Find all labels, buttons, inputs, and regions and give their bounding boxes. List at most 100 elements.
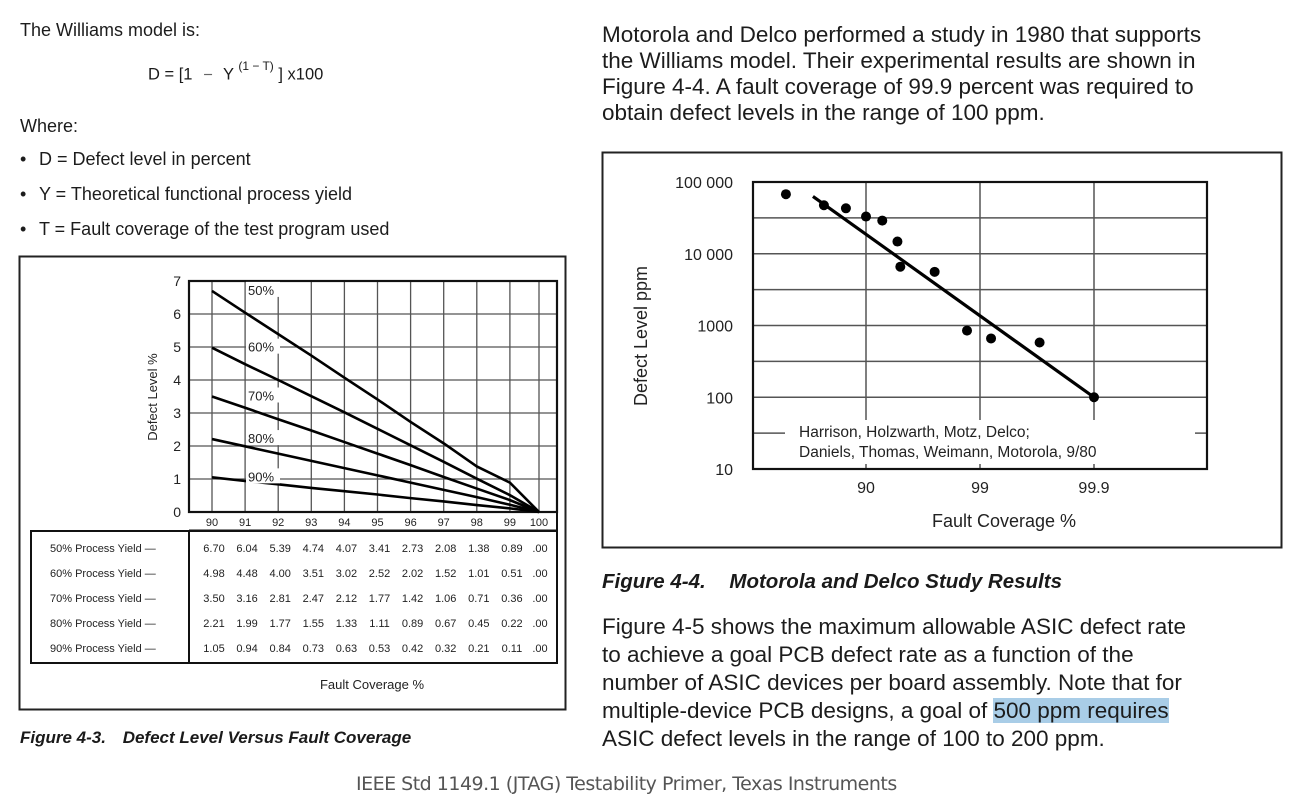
data-points <box>780 189 1099 403</box>
data-point <box>986 333 997 344</box>
series-label-background <box>246 281 280 297</box>
x-tick-label: 91 <box>239 517 251 529</box>
y-tick-label: 5 <box>173 339 181 355</box>
highlighted-selection[interactable]: 500 ppm requires <box>993 698 1169 723</box>
caption-number: Figure 4-4. <box>602 570 706 593</box>
y-tick-label: 100 <box>706 390 733 407</box>
source-footer: IEEE Std 1149.1 (JTAG) Testability Prime… <box>356 773 897 795</box>
table-cell: 4.00 <box>269 568 290 580</box>
table-cell: 3.51 <box>303 568 324 580</box>
figure-4-3-caption: Figure 4-3. Defect Level Versus Fault Co… <box>20 728 411 748</box>
series-label: 70% <box>248 389 274 404</box>
table-cell: 0.67 <box>435 618 456 630</box>
paragraph-text: multiple-device PCB designs, a goal of <box>602 698 994 723</box>
table-cell: 0.22 <box>501 618 522 630</box>
table-cell: 3.50 <box>203 593 224 605</box>
x-tick-labels: 90 91 92 93 94 95 96 97 98 99 100 <box>206 517 548 529</box>
table-cell: 0.21 <box>468 643 489 655</box>
definition-y: Y = Theoretical functional process yield <box>39 184 353 204</box>
y-tick-labels: 10 100 1000 10 000 100 000 <box>675 175 733 479</box>
x-axis-label: Fault Coverage % <box>320 677 424 692</box>
table-row-label: 50% Process Yield — <box>50 543 156 555</box>
series-line-80pct <box>211 437 540 514</box>
table-cell: 1.42 <box>402 593 423 605</box>
paragraph-line: the Williams model. Their experimental r… <box>602 48 1196 73</box>
table-cell: 0.36 <box>501 593 522 605</box>
plot-frame <box>751 180 1209 471</box>
x-tick-label: 94 <box>338 517 350 529</box>
data-point <box>929 266 940 277</box>
y-tick-label: 10 000 <box>684 247 733 264</box>
table-cell: 6.04 <box>236 543 257 555</box>
bullet-icon: • <box>20 149 27 169</box>
table-cell: .00 <box>532 568 547 580</box>
x-tick-label: 90 <box>206 517 218 529</box>
plot-frame <box>187 279 559 514</box>
series-label-background <box>246 338 280 354</box>
paragraph-line: ASIC defect levels in the range of 100 t… <box>602 726 1105 751</box>
y-tick-label: 7 <box>173 273 181 289</box>
table-cell: 0.89 <box>501 543 522 555</box>
table-cell: 3.41 <box>369 543 390 555</box>
study-paragraph: Motorola and Delco performed a study in … <box>602 22 1201 126</box>
table-cell: 0.63 <box>336 643 357 655</box>
paragraph-line: Motorola and Delco performed a study in … <box>602 22 1202 47</box>
x-tick-label: 98 <box>471 517 483 529</box>
table-cell: 0.11 <box>502 643 523 655</box>
williams-formula: D = [1 − Y (1 − T) ] x100 <box>148 59 324 85</box>
y-tick-label: 6 <box>173 306 181 322</box>
table-cell: 0.45 <box>468 618 489 630</box>
where-label: Where: <box>20 116 79 136</box>
table-cell: 1.77 <box>369 593 390 605</box>
y-tick-label: 3 <box>173 405 181 421</box>
y-tick-label: 4 <box>173 372 181 388</box>
data-point <box>780 189 791 200</box>
table-row-label: 80% Process Yield — <box>50 618 156 630</box>
intro-text: The Williams model is: <box>20 20 201 40</box>
series-label-background <box>246 387 280 403</box>
definition-t: T = Fault coverage of the test program u… <box>39 219 390 239</box>
formula-minus: − <box>203 65 213 84</box>
x-tick-label: 92 <box>272 517 284 529</box>
formula-exponent: (1 − T) <box>238 59 274 73</box>
table-cell: 1.99 <box>236 618 257 630</box>
figure-4-3-chart: 0 1 2 3 4 5 6 7 90 91 92 93 94 95 96 97 98 99 100 50% 60% 7… <box>18 255 567 711</box>
paragraph-line: obtain defect levels in the range of 100… <box>602 100 1045 125</box>
list-item: • T = Fault coverage of the test program… <box>20 218 560 253</box>
asic-paragraph: Figure 4-5 shows the maximum allowable A… <box>602 613 1186 753</box>
y-tick-label: 0 <box>173 504 181 520</box>
figure-4-4-chart: 10 100 1000 10 000 100 000 90 99 99.9 Harrison… <box>601 151 1283 549</box>
x-tick-label: 100 <box>530 517 548 529</box>
definition-d: D = Defect level in percent <box>39 149 251 169</box>
paragraph-line: Figure 4-5 shows the maximum allowable A… <box>602 614 1187 639</box>
caption-number: Figure 4-3. <box>20 728 106 747</box>
figure-frame <box>601 151 1283 549</box>
y-tick-label: 1 <box>173 471 181 487</box>
table-cell: 0.53 <box>369 643 390 655</box>
paragraph-line: number of ASIC devices per board assembl… <box>602 670 1182 695</box>
table-cell: 0.71 <box>468 593 489 605</box>
series-label: 90% <box>248 469 274 484</box>
table-row-label: 90% Process Yield — <box>50 643 156 655</box>
series-label: 80% <box>248 431 274 446</box>
table-row-label: 70% Process Yield — <box>50 593 156 605</box>
x-tick-label: 99 <box>504 517 516 529</box>
table-cell: 0.84 <box>269 643 290 655</box>
table-cell: 1.77 <box>269 618 290 630</box>
chart-annotation-line1: Harrison, Holzwarth, Motz, Delco; <box>799 424 1030 441</box>
paragraph-line: Figure 4-4. A fault coverage of 99.9 per… <box>602 74 1194 99</box>
paragraph-line: to achieve a goal PCB defect rate as a f… <box>602 642 1134 667</box>
y-tick-label: 10 <box>715 462 733 479</box>
data-point <box>840 203 851 214</box>
regression-line <box>812 195 1095 399</box>
x-tick-label: 96 <box>404 517 416 529</box>
table-cell: 2.08 <box>435 543 456 555</box>
table-cell: 2.12 <box>336 593 357 605</box>
table-cell: 1.01 <box>468 568 489 580</box>
table-cell: 4.98 <box>203 568 224 580</box>
table-cell: 4.07 <box>336 543 357 555</box>
table-cell: 3.16 <box>236 593 257 605</box>
formula-rhs: ] x100 <box>278 65 324 84</box>
x-tick-labels: 90 99 99.9 <box>857 480 1110 497</box>
series-line-70pct <box>211 395 540 514</box>
